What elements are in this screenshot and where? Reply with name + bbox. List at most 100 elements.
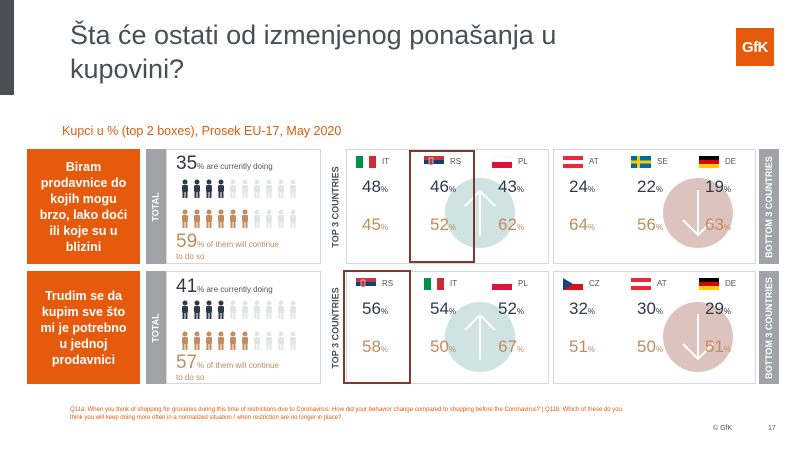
person-icon <box>276 331 286 356</box>
continue-value: 64% <box>569 215 596 234</box>
person-icon <box>240 179 250 204</box>
currently-value: 48% <box>362 177 389 196</box>
person-icon <box>276 300 286 325</box>
flag-de-icon <box>699 155 719 168</box>
person-icon <box>192 209 202 234</box>
person-icon <box>264 209 274 234</box>
people-icons-currently-1 <box>180 179 298 204</box>
currently-value: 19% <box>705 177 732 196</box>
person-icon <box>252 209 262 234</box>
person-icon <box>240 331 250 356</box>
total-currently-value-2: 41% are currently doing <box>176 276 273 297</box>
arrow-down-icon <box>682 190 714 237</box>
flag-pl-icon <box>491 277 513 290</box>
bottom3-label-2: BOTTOM 3 COUNTRIES <box>759 271 779 384</box>
country-code: AT <box>657 279 667 288</box>
person-icon <box>216 209 226 234</box>
country-code: DE <box>725 279 737 288</box>
total-label-2: TOTAL <box>146 271 166 384</box>
person-icon <box>276 209 286 234</box>
person-icon <box>216 300 226 325</box>
person-icon <box>288 209 298 234</box>
flag-rs-icon <box>424 155 444 168</box>
flag-at-icon <box>631 277 651 290</box>
country-code: AT <box>589 157 599 166</box>
top3-label-1: TOP 3 COUNTRIES <box>331 165 341 248</box>
person-icon <box>276 179 286 204</box>
flag-at-icon <box>563 155 583 168</box>
down-arrow-circle-2 <box>663 302 733 372</box>
statement-box-2: Trudim se da kupim sve što mi je potrebn… <box>27 271 140 384</box>
flag-pl-icon <box>491 155 513 168</box>
highlight-rs-1 <box>409 150 475 263</box>
chart-subtitle: Kupci u % (top 2 boxes), Prosek EU-17, M… <box>62 124 342 138</box>
person-icon <box>228 179 238 204</box>
down-arrow-circle-1 <box>663 178 733 248</box>
total-panel-2 <box>166 271 321 384</box>
arrow-up-icon <box>464 313 496 360</box>
country-code: RS <box>382 279 394 288</box>
person-icon <box>204 179 214 204</box>
person-icon <box>216 331 226 356</box>
person-icon <box>288 179 298 204</box>
person-icon <box>228 300 238 325</box>
continue-text-2: to do so <box>176 373 205 382</box>
continue-value: 50% <box>637 337 664 356</box>
country-code: RS <box>450 157 462 166</box>
continue-value: 50% <box>430 337 457 356</box>
total-panel-1 <box>166 149 321 264</box>
person-icon <box>240 209 250 234</box>
copyright: © GfK <box>713 425 733 432</box>
total-continue-value-1: 59% of them will continue <box>176 231 279 252</box>
flag-it-icon <box>356 155 376 168</box>
currently-value: 22% <box>637 177 664 196</box>
people-icons-continue-1 <box>180 209 298 234</box>
person-icon <box>288 300 298 325</box>
currently-value: 29% <box>705 299 732 318</box>
bottom3-label-1: BOTTOM 3 COUNTRIES <box>759 149 779 264</box>
continue-value: 67% <box>498 337 525 356</box>
flag-cz-icon <box>563 277 583 290</box>
country-code: PL <box>518 157 528 166</box>
page-title: Šta će ostati od izmenjenog ponašanja u … <box>70 20 557 84</box>
total-label-1: TOTAL <box>146 149 166 264</box>
country-code: DE <box>725 157 737 166</box>
statement-box-1: Biram prodavnice do kojih mogu brzo, lak… <box>27 149 140 264</box>
person-icon <box>252 179 262 204</box>
continue-value: 62% <box>498 215 525 234</box>
country-code: PL <box>518 279 528 288</box>
person-icon <box>180 331 190 356</box>
highlight-rs-2 <box>343 270 411 384</box>
continue-value: 51% <box>705 337 732 356</box>
page-number: 17 <box>768 425 776 432</box>
person-icon <box>180 179 190 204</box>
person-icon <box>252 331 262 356</box>
currently-value: 32% <box>569 299 596 318</box>
person-icon <box>180 209 190 234</box>
currently-value: 52% <box>498 299 525 318</box>
flag-se-icon <box>631 155 651 168</box>
people-icons-currently-2 <box>180 300 298 325</box>
continue-value: 51% <box>569 337 596 356</box>
person-icon <box>288 331 298 356</box>
person-icon <box>192 179 202 204</box>
continue-value: 56% <box>637 215 664 234</box>
person-icon <box>228 209 238 234</box>
person-icon <box>240 300 250 325</box>
total-continue-value-2: 57% of them will continue <box>176 352 279 373</box>
arrow-down-icon <box>682 314 714 361</box>
flag-de-icon <box>699 277 719 290</box>
continue-value: 52% <box>430 215 457 234</box>
continue-value: 58% <box>362 337 389 356</box>
person-icon <box>252 300 262 325</box>
person-icon <box>192 331 202 356</box>
person-icon <box>264 300 274 325</box>
currently-value: 30% <box>637 299 664 318</box>
flag-rs-icon <box>356 277 376 290</box>
people-icons-continue-2 <box>180 331 298 356</box>
person-icon <box>192 300 202 325</box>
person-icon <box>180 300 190 325</box>
total-currently-value-1: 35% are currently doing <box>176 153 273 174</box>
currently-value: 54% <box>430 299 457 318</box>
country-code: IT <box>450 279 458 288</box>
